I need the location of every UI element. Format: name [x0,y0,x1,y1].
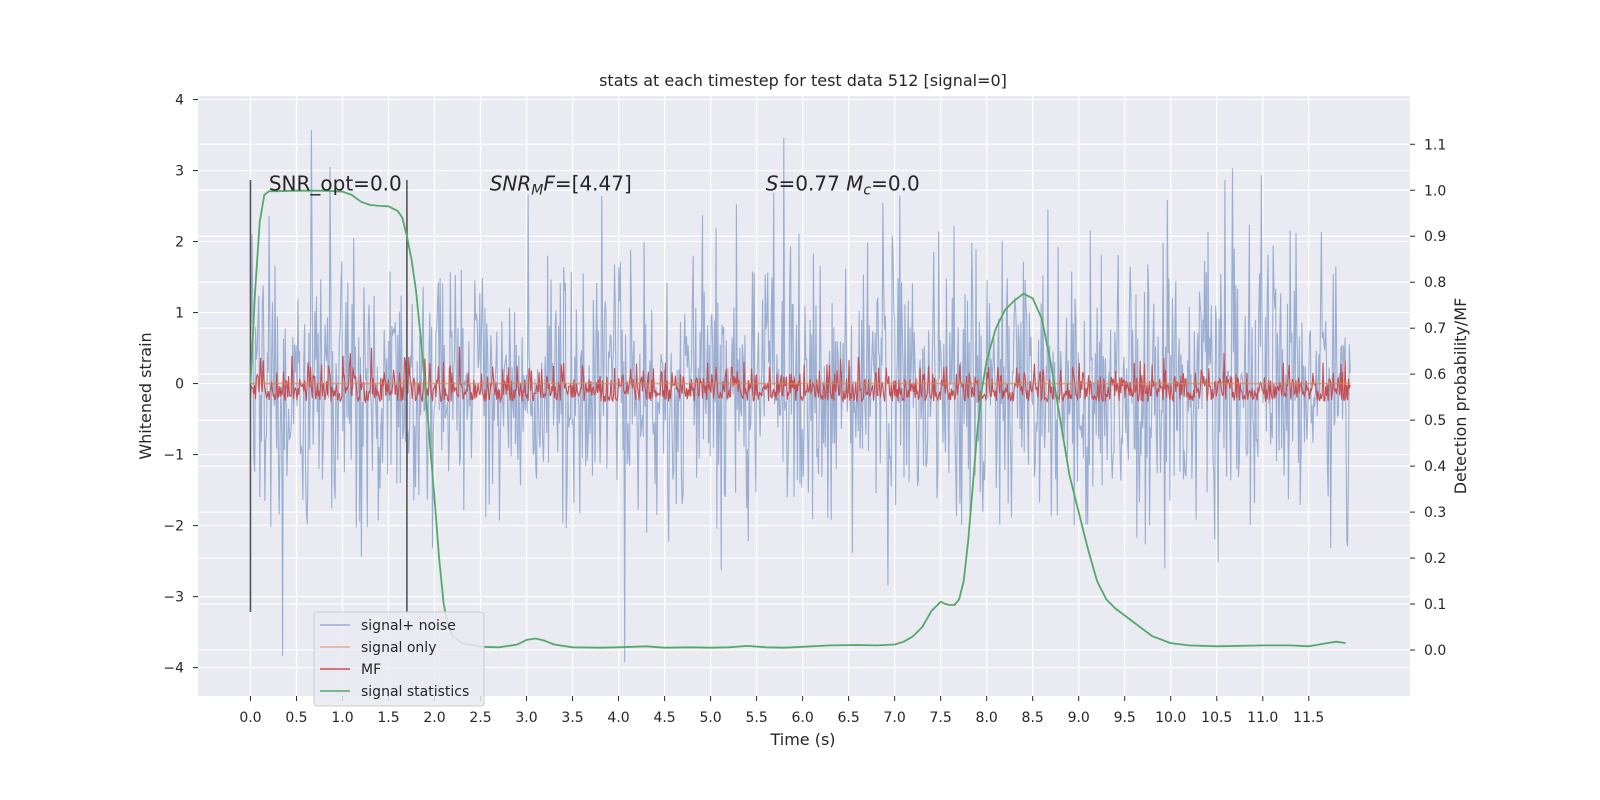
x-tick-label: 6.0 [791,710,813,726]
y2-tick-label: 0.2 [1424,551,1446,567]
x-tick-label: 4.0 [607,710,629,726]
legend-label-noise: signal+ noise [361,618,456,634]
y2-tick-label: 0.1 [1424,597,1446,613]
y-tick-label: 4 [175,93,184,109]
legend-label-mf: MF [361,662,381,678]
x-tick-label: 9.5 [1114,710,1136,726]
x-tick-label: 3.0 [515,710,537,726]
x-tick-label: 7.5 [930,710,952,726]
y2-tick-label: 0.7 [1424,321,1446,337]
legend-label-stats: signal statistics [361,684,469,700]
signal-noise-series [249,129,1351,663]
y-tick-label: 2 [175,235,184,251]
annotation: SNR_opt=0.0 [269,171,402,195]
x-tick-label: 1.5 [377,710,399,726]
x-tick-label: 10.0 [1155,710,1186,726]
y-tick-labels: 4 3 2 1 0 −1 −2 −3 −4 [163,93,198,677]
x-tick-label: 6.5 [838,710,860,726]
signal-statistics-trace [249,189,1346,649]
annotations: SNR_opt=0.0 SNRMF=[4.47] S=0.77 Mc=0.0 [269,171,920,198]
x-axis-label: Time (s) [769,730,835,749]
y2-tick-label: 0.0 [1424,643,1446,659]
x-tick-labels: 0.0 0.5 1.0 1.5 2.0 2.5 3.0 3.5 4.0 4.5 5.0 5.5 6.0 6… [239,696,1324,726]
x-tick-label: 5.5 [745,710,767,726]
mf-series [249,346,1351,404]
x-tick-label: 8.0 [976,710,998,726]
y-tick-label: −2 [163,519,184,535]
y2-tick-label: 0.3 [1424,505,1446,521]
vertical-markers [249,180,408,612]
y-tick-label: 0 [175,377,184,393]
y-tick-label: 3 [175,164,184,180]
annotation: S=0.77 Mc=0.0 [766,171,920,198]
y2-axis-label: Detection probability/MF [1451,298,1470,495]
x-tick-label: 11.5 [1293,710,1324,726]
y2-tick-label: 0.8 [1424,275,1446,291]
x-tick-label: 3.5 [561,710,583,726]
y2-tick-label: 0.4 [1424,459,1446,475]
y-axis-label: Whitened strain [136,332,155,459]
legend: signal+ noise signal only MF signal stat… [313,611,485,707]
y2-tick-label: 1.1 [1424,137,1446,153]
x-tick-label: 1.0 [331,710,353,726]
y2-tick-label: 0.6 [1424,367,1446,383]
y-tick-label: −4 [163,661,184,677]
x-tick-label: 2.0 [423,710,445,726]
noise-trace [249,129,1351,663]
y-tick-label: −3 [163,590,184,606]
y-tick-label: 1 [175,306,184,322]
legend-box [313,611,485,707]
x-tick-label: 8.5 [1022,710,1044,726]
y2-tick-label: 0.5 [1424,413,1446,429]
legend-label-signal: signal only [361,640,436,656]
x-tick-label: 5.0 [699,710,721,726]
x-tick-label: 4.5 [653,710,675,726]
mf-trace [249,346,1351,404]
signal-statistics-series [249,189,1346,649]
x-tick-label: 11.0 [1247,710,1278,726]
x-tick-label: 9.0 [1068,710,1090,726]
x-tick-label: 0.0 [239,710,261,726]
x-tick-label: 2.5 [469,710,491,726]
y2-tick-label: 0.9 [1424,229,1446,245]
y2-tick-labels: 1.1 1.0 0.9 0.8 0.7 0.6 0.5 0.4 0.3 0.2 0.1 0.0 [1410,137,1446,659]
y2-tick-label: 1.0 [1424,183,1446,199]
chart-title: stats at each timestep for test data 512… [599,71,1007,90]
annotation: SNRMF=[4.47] [490,171,632,198]
y-tick-label: −1 [163,448,184,464]
x-tick-label: 0.5 [285,710,307,726]
x-tick-label: 10.5 [1201,710,1232,726]
x-tick-label: 7.0 [884,710,906,726]
